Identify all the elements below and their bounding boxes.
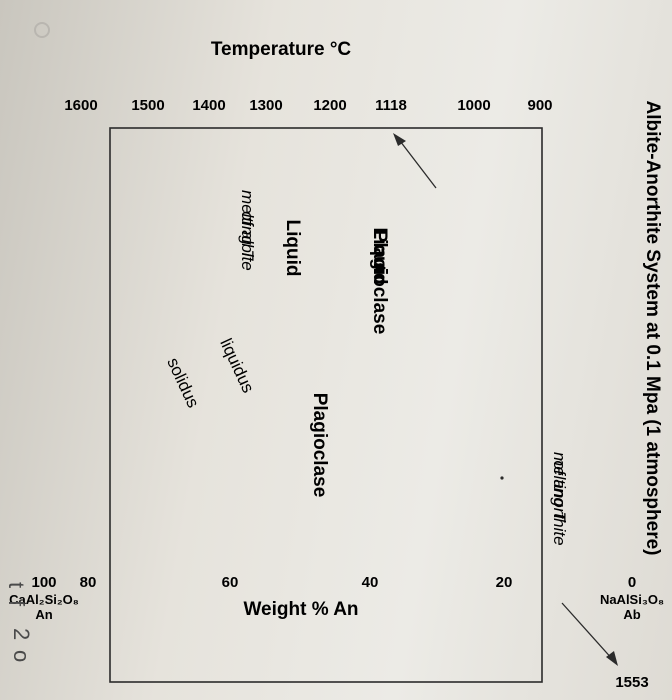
edge-fragment: t: [4, 582, 29, 588]
diagram-title: Albite-Anorthite System at 0.1 Mpa (1 at…: [642, 100, 663, 555]
plagioclase-region-label: Plagioclase: [309, 393, 330, 498]
two-phase-label-plus: +: [369, 262, 390, 273]
x-tick-label: 0: [628, 574, 636, 591]
albite-formula: NaAlSi₃O₈: [600, 592, 664, 607]
y-tick-label: 1200: [313, 97, 346, 114]
x-axis-label: Weight % An: [243, 599, 358, 620]
y-tick-label: 1500: [131, 97, 164, 114]
two-phase-label-line2: Plagioclase: [369, 230, 390, 335]
x-tick-label: 20: [496, 574, 513, 591]
x-tick-label: 100: [31, 574, 56, 591]
y-tick-label: 900: [527, 97, 552, 114]
edge-fragment: 2: [9, 628, 34, 640]
punch-hole: [34, 22, 50, 38]
edge-fragment: f: [4, 600, 29, 607]
plot-frame: [109, 127, 543, 683]
anorthite-arrow: [561, 602, 615, 662]
x-tick-label: 40: [362, 574, 379, 591]
albite-abbr: Ab: [623, 607, 640, 622]
y-tick-label: 1300: [249, 97, 282, 114]
solidus-label: solidus: [163, 355, 203, 411]
two-phase-label-line1: Liquid: [369, 228, 390, 285]
albite-arrow: [396, 136, 437, 189]
y-axis-label: Temperature °C: [211, 39, 352, 60]
y-tick-label: 1400: [192, 97, 225, 114]
anorthite-arrowhead: [606, 651, 618, 666]
albite-note-line1: melting T: [238, 190, 257, 262]
anorthite-note-line2: of anorthite: [550, 460, 569, 545]
y-tick-label: 1000: [457, 97, 490, 114]
x-tick-label: 80: [80, 574, 97, 591]
y-tick-label: 1118: [375, 97, 407, 114]
albite-note-line2: of albite: [238, 211, 257, 271]
liquidus-label: liquidus: [216, 336, 258, 396]
x-tick-label: 60: [222, 574, 239, 591]
albite-arrowhead: [393, 133, 406, 146]
stray-mark: [500, 476, 504, 480]
edge-fragment: o: [9, 650, 34, 662]
anorthite-abbr: An: [35, 607, 52, 622]
anorthite-note-line1: melting T: [550, 452, 569, 524]
liquid-region-label: Liquid: [282, 220, 303, 277]
anorthite-melting-temp: 1553: [615, 674, 648, 691]
anorthite-formula: CaAl₂Si₂O₈: [9, 592, 79, 607]
y-tick-label: 1600: [64, 97, 97, 114]
